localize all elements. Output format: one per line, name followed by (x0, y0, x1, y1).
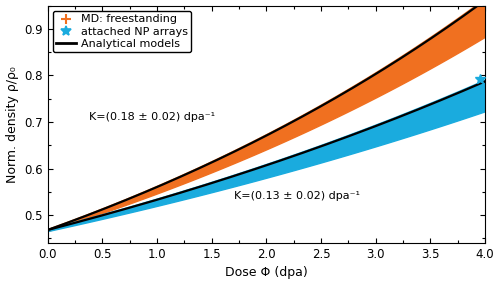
Text: K=(0.18 ± 0.02) dpa⁻¹: K=(0.18 ± 0.02) dpa⁻¹ (89, 112, 216, 122)
Text: K=(0.13 ± 0.02) dpa⁻¹: K=(0.13 ± 0.02) dpa⁻¹ (234, 191, 360, 201)
X-axis label: Dose Φ (dpa): Dose Φ (dpa) (225, 266, 308, 280)
Y-axis label: Norm. density ρ/ρ₀: Norm. density ρ/ρ₀ (6, 66, 18, 183)
Legend: MD: freestanding, attached NP arrays, Analytical models: MD: freestanding, attached NP arrays, An… (53, 11, 192, 52)
